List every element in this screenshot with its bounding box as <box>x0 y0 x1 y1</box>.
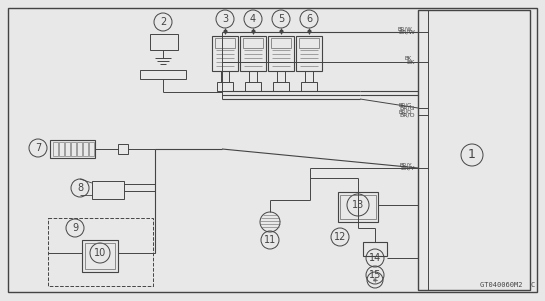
Bar <box>240 36 266 71</box>
Bar <box>363 242 387 256</box>
Text: 3: 3 <box>222 14 228 24</box>
Bar <box>273 82 289 91</box>
Bar <box>118 144 128 154</box>
Text: 2: 2 <box>160 17 166 27</box>
Text: 13: 13 <box>352 200 364 210</box>
Bar <box>48 218 153 286</box>
Bar <box>140 70 186 79</box>
Bar <box>59 142 64 156</box>
Bar <box>212 36 238 71</box>
Text: 9: 9 <box>72 223 78 233</box>
Bar <box>85 243 115 269</box>
Text: 11: 11 <box>264 235 276 245</box>
Text: BR/Y: BR/Y <box>401 166 415 170</box>
Text: 6: 6 <box>306 14 312 24</box>
Bar <box>65 142 70 156</box>
Text: 5: 5 <box>278 14 284 24</box>
Text: BK: BK <box>405 57 412 61</box>
Bar <box>77 142 82 156</box>
Bar <box>82 240 118 272</box>
Bar <box>83 142 88 156</box>
Bar <box>215 38 235 48</box>
Bar <box>89 142 94 156</box>
Bar <box>53 142 58 156</box>
Text: BK: BK <box>407 60 415 64</box>
Text: 7: 7 <box>35 143 41 153</box>
Bar <box>418 10 530 290</box>
Text: 8: 8 <box>77 183 83 193</box>
Text: BR/W: BR/W <box>397 26 412 32</box>
Bar <box>338 192 378 222</box>
Text: BR/G: BR/G <box>398 103 412 107</box>
Bar <box>150 34 178 50</box>
Text: 4: 4 <box>250 14 256 24</box>
Text: GT040060M2  C: GT040060M2 C <box>480 282 535 288</box>
Text: 12: 12 <box>334 232 346 242</box>
Bar <box>268 36 294 71</box>
Bar <box>50 140 95 158</box>
Bar <box>217 82 233 91</box>
Bar <box>245 82 261 91</box>
Text: BR/O: BR/O <box>399 113 415 117</box>
Text: BR/G: BR/G <box>399 105 415 110</box>
Bar <box>92 181 124 199</box>
Text: BR/O: BR/O <box>398 110 412 114</box>
Text: 15: 15 <box>369 270 381 280</box>
Bar <box>296 36 322 71</box>
Text: BR/W: BR/W <box>398 29 415 35</box>
Text: BR/Y: BR/Y <box>399 163 412 167</box>
Text: 10: 10 <box>94 248 106 258</box>
Bar <box>71 142 76 156</box>
Bar <box>243 38 263 48</box>
Text: 14: 14 <box>369 253 381 263</box>
Bar <box>271 38 291 48</box>
Text: 1: 1 <box>468 148 476 162</box>
Bar <box>301 82 317 91</box>
Bar <box>340 195 376 219</box>
Bar <box>299 38 319 48</box>
